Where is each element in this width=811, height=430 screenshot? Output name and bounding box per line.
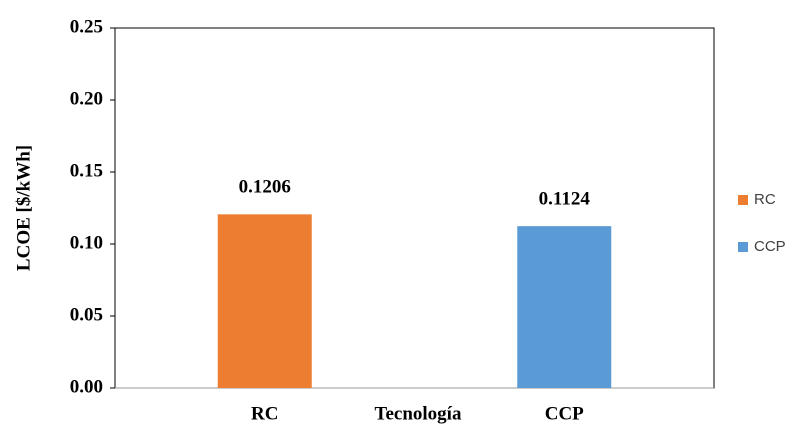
legend-label: RC [754, 191, 776, 208]
bar [217, 214, 312, 388]
y-tick-label: 0.10 [70, 232, 103, 253]
data-label: 0.1206 [239, 177, 291, 198]
y-tick-label: 0.15 [70, 160, 103, 181]
y-axis-label: LCOE [$/kWh] [13, 145, 34, 271]
plot-frame [114, 27, 715, 389]
legend-swatch [738, 195, 748, 205]
y-tick-label: 0.00 [70, 376, 103, 397]
x-axis-label: Tecnología [375, 403, 462, 424]
bar [517, 226, 612, 388]
y-tick-label: 0.25 [70, 16, 103, 37]
data-label: 0.1124 [539, 189, 591, 210]
y-tick-label: 0.05 [70, 304, 103, 325]
x-tick-label: RC [251, 403, 278, 424]
x-tick-label: CCP [545, 403, 584, 424]
legend-label: CCP [754, 238, 786, 255]
y-tick-label: 0.20 [70, 88, 103, 109]
legend-swatch [738, 242, 748, 252]
